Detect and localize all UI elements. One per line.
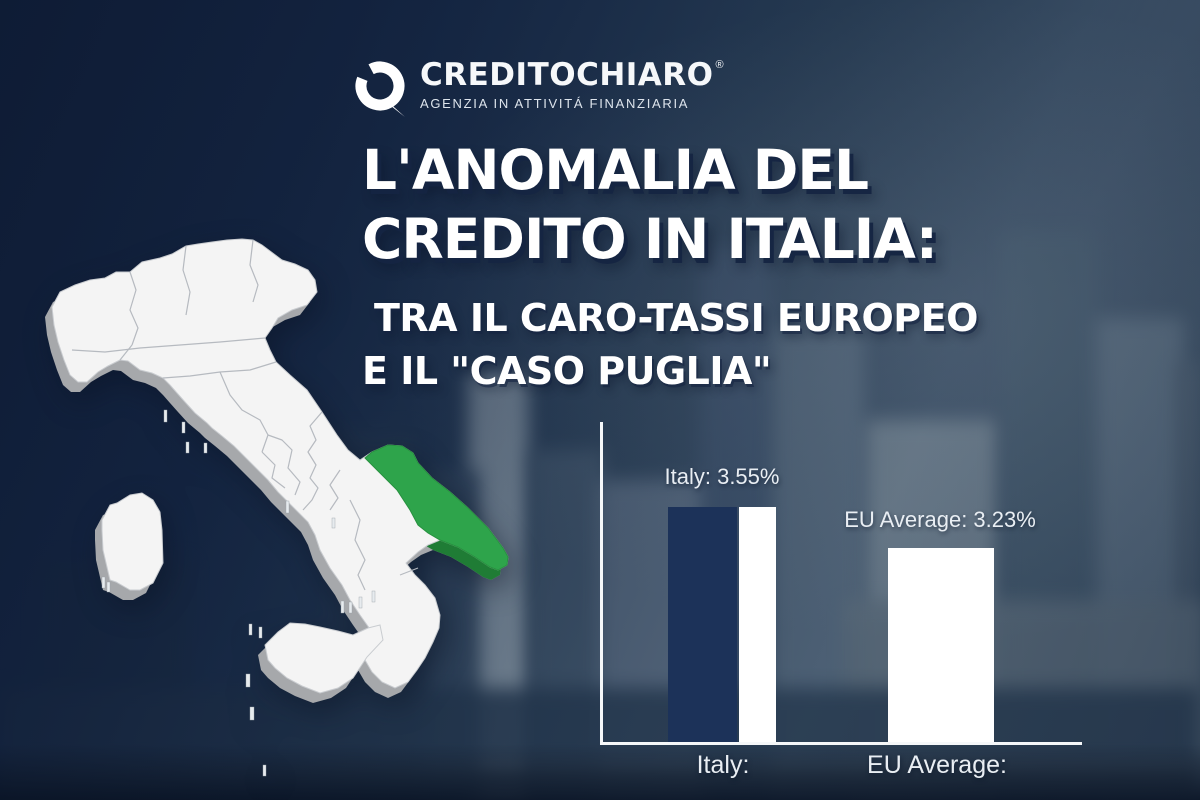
bar-italy-navy (668, 507, 737, 742)
eu-category-label: EU Average: (867, 751, 1007, 779)
islet-pillars (101, 409, 376, 777)
region-borders (71, 239, 419, 591)
title-line-2: CREDITO IN ITALIA: (362, 207, 938, 271)
region-puglia (364, 444, 509, 571)
island-sardinia (101, 492, 164, 591)
registered-mark: ® (715, 59, 724, 71)
brand-tagline: AGENZIA IN ATTIVITÁ FINANZIARIA (420, 96, 690, 111)
italy-category-label: Italy: (696, 751, 750, 779)
italy-mainland (51, 238, 509, 689)
italy-value-label: Italy: 3.55% (664, 464, 780, 489)
bar-italy-white (739, 507, 776, 742)
bar-eu (888, 548, 994, 742)
y-axis (600, 422, 603, 745)
subtitle-line-1: TRA IL CARO-TASSI EUROPEO (374, 296, 978, 340)
island-sicily (264, 622, 384, 694)
rates-bar-chart: Italy: 3.55% EU Average: 3.23% Italy: EU… (600, 420, 1090, 798)
subtitle-line-2: E IL "CASO PUGLIA" (362, 349, 772, 393)
eu-value-label: EU Average: 3.23% (844, 507, 1036, 532)
title-line-1: L'ANOMALIA DEL (362, 138, 869, 202)
logo-text-block: CREDITOCHIARO ® AGENZIA IN ATTIVITÁ FINA… (420, 58, 724, 111)
page-title: L'ANOMALIA DEL CREDITO IN ITALIA: (362, 136, 938, 274)
x-axis (600, 742, 1082, 745)
brand-name: CREDITOCHIARO (420, 57, 714, 93)
page-subtitle: TRA IL CARO-TASSI EUROPEO E IL "CASO PUG… (362, 292, 978, 398)
magnifier-q-logo-icon (354, 58, 408, 125)
logo: CREDITOCHIARO ® AGENZIA IN ATTIVITÁ FINA… (354, 58, 724, 125)
italy-map (45, 238, 509, 777)
